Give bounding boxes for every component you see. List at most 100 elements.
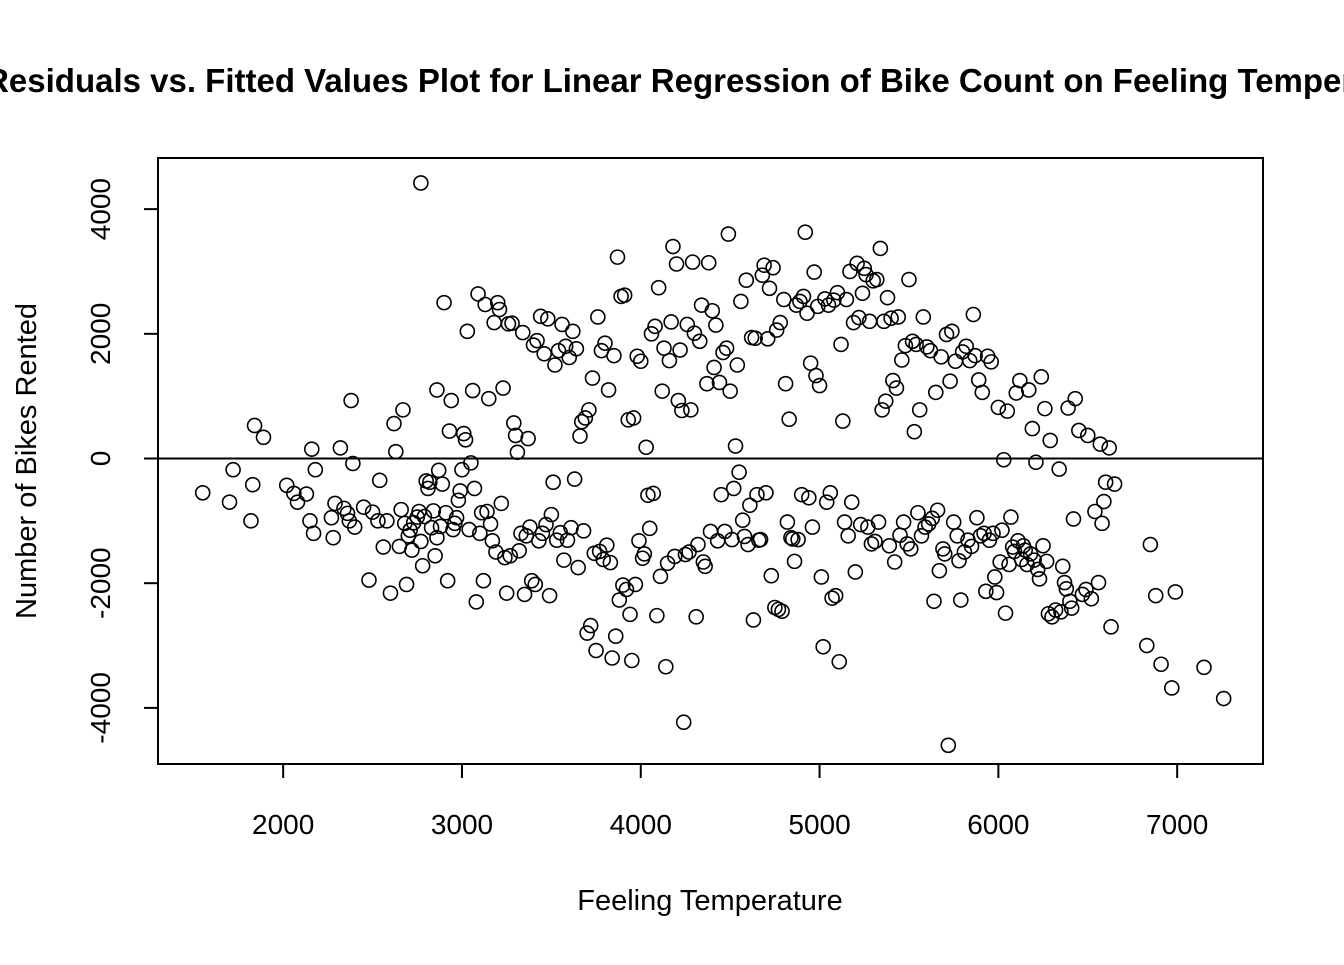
data-point bbox=[947, 353, 964, 370]
data-point bbox=[951, 552, 967, 569]
x-axis-ticks: 2000 3000 4000 5000 6000 7000 bbox=[252, 764, 1208, 840]
data-point bbox=[1094, 515, 1110, 532]
data-point bbox=[742, 497, 758, 514]
data-point bbox=[529, 332, 545, 349]
data-point bbox=[745, 612, 762, 628]
data-point bbox=[715, 344, 731, 361]
data-point bbox=[370, 513, 386, 529]
data-point bbox=[990, 399, 1007, 416]
data-point bbox=[733, 293, 749, 310]
data-point bbox=[1037, 400, 1053, 417]
data-point bbox=[527, 576, 544, 593]
data-point bbox=[890, 309, 907, 325]
data-point bbox=[929, 502, 946, 519]
data-point bbox=[325, 529, 342, 546]
data-point bbox=[305, 525, 322, 542]
data-point bbox=[915, 309, 932, 325]
data-point bbox=[716, 523, 733, 540]
data-point bbox=[974, 384, 991, 401]
y-tick-label: -4000 bbox=[85, 672, 116, 744]
data-point bbox=[724, 531, 740, 548]
data-point bbox=[801, 489, 817, 506]
data-point bbox=[545, 474, 561, 491]
data-point bbox=[872, 240, 889, 257]
data-point bbox=[806, 264, 823, 280]
data-point bbox=[221, 494, 238, 510]
data-point bbox=[836, 514, 853, 530]
data-point bbox=[804, 519, 821, 535]
data-point bbox=[541, 587, 558, 604]
data-point bbox=[725, 480, 742, 497]
data-point bbox=[532, 308, 549, 325]
data-point bbox=[697, 558, 713, 575]
data-point bbox=[738, 272, 755, 289]
data-point bbox=[246, 417, 263, 434]
data-point bbox=[933, 349, 949, 365]
data-point bbox=[647, 318, 663, 335]
y-axis-label: Number of Bikes Rented bbox=[11, 303, 43, 619]
data-point bbox=[666, 548, 683, 565]
data-point bbox=[523, 572, 540, 589]
data-point bbox=[1029, 561, 1046, 578]
data-point bbox=[945, 514, 962, 530]
data-point bbox=[343, 392, 359, 409]
data-point bbox=[1153, 656, 1169, 673]
data-point bbox=[565, 323, 581, 340]
data-point bbox=[624, 652, 640, 669]
data-point bbox=[194, 484, 211, 501]
data-point bbox=[1101, 440, 1118, 456]
data-point bbox=[1078, 581, 1094, 598]
chart-title: Residuals vs. Fitted Values Plot for Lin… bbox=[0, 62, 1344, 99]
data-point bbox=[1067, 390, 1084, 407]
x-tick-label: 4000 bbox=[610, 809, 672, 840]
data-point bbox=[911, 402, 928, 418]
data-point bbox=[786, 553, 803, 570]
data-point bbox=[611, 592, 628, 608]
data-point bbox=[516, 586, 533, 603]
data-point bbox=[793, 486, 810, 503]
data-point bbox=[531, 532, 547, 549]
data-point bbox=[573, 413, 590, 430]
data-point bbox=[661, 352, 678, 369]
data-point bbox=[382, 585, 399, 601]
data-point bbox=[1054, 558, 1071, 575]
data-point bbox=[784, 531, 801, 547]
data-point bbox=[986, 569, 1003, 585]
data-point bbox=[790, 531, 806, 548]
data-point bbox=[298, 486, 315, 502]
data-point bbox=[942, 373, 958, 390]
data-point bbox=[983, 354, 1000, 370]
data-point bbox=[926, 593, 942, 610]
data-point bbox=[734, 512, 751, 529]
data-point bbox=[944, 323, 960, 340]
data-point bbox=[731, 464, 747, 481]
data-point bbox=[579, 625, 595, 641]
data-point bbox=[502, 547, 519, 564]
data-point bbox=[522, 519, 538, 535]
data-point bbox=[371, 472, 388, 489]
data-point bbox=[674, 402, 690, 419]
data-point bbox=[826, 292, 842, 308]
data-point bbox=[729, 357, 746, 373]
data-point bbox=[901, 271, 917, 288]
data-point bbox=[704, 302, 721, 319]
data-point bbox=[1147, 587, 1164, 604]
x-tick-label: 7000 bbox=[1146, 809, 1208, 840]
data-point bbox=[244, 476, 261, 493]
data-point bbox=[278, 477, 295, 494]
data-point bbox=[520, 430, 536, 447]
data-point bbox=[434, 476, 451, 492]
data-point bbox=[488, 544, 504, 560]
data-point bbox=[1142, 536, 1159, 553]
data-point bbox=[1031, 571, 1048, 587]
data-point bbox=[643, 326, 660, 342]
data-point bbox=[842, 263, 858, 280]
data-point bbox=[413, 175, 429, 191]
data-point bbox=[919, 339, 935, 355]
data-point bbox=[1090, 574, 1107, 591]
data-point bbox=[345, 455, 361, 472]
data-point bbox=[255, 429, 272, 446]
data-point bbox=[902, 541, 919, 557]
data-point bbox=[1074, 586, 1091, 603]
